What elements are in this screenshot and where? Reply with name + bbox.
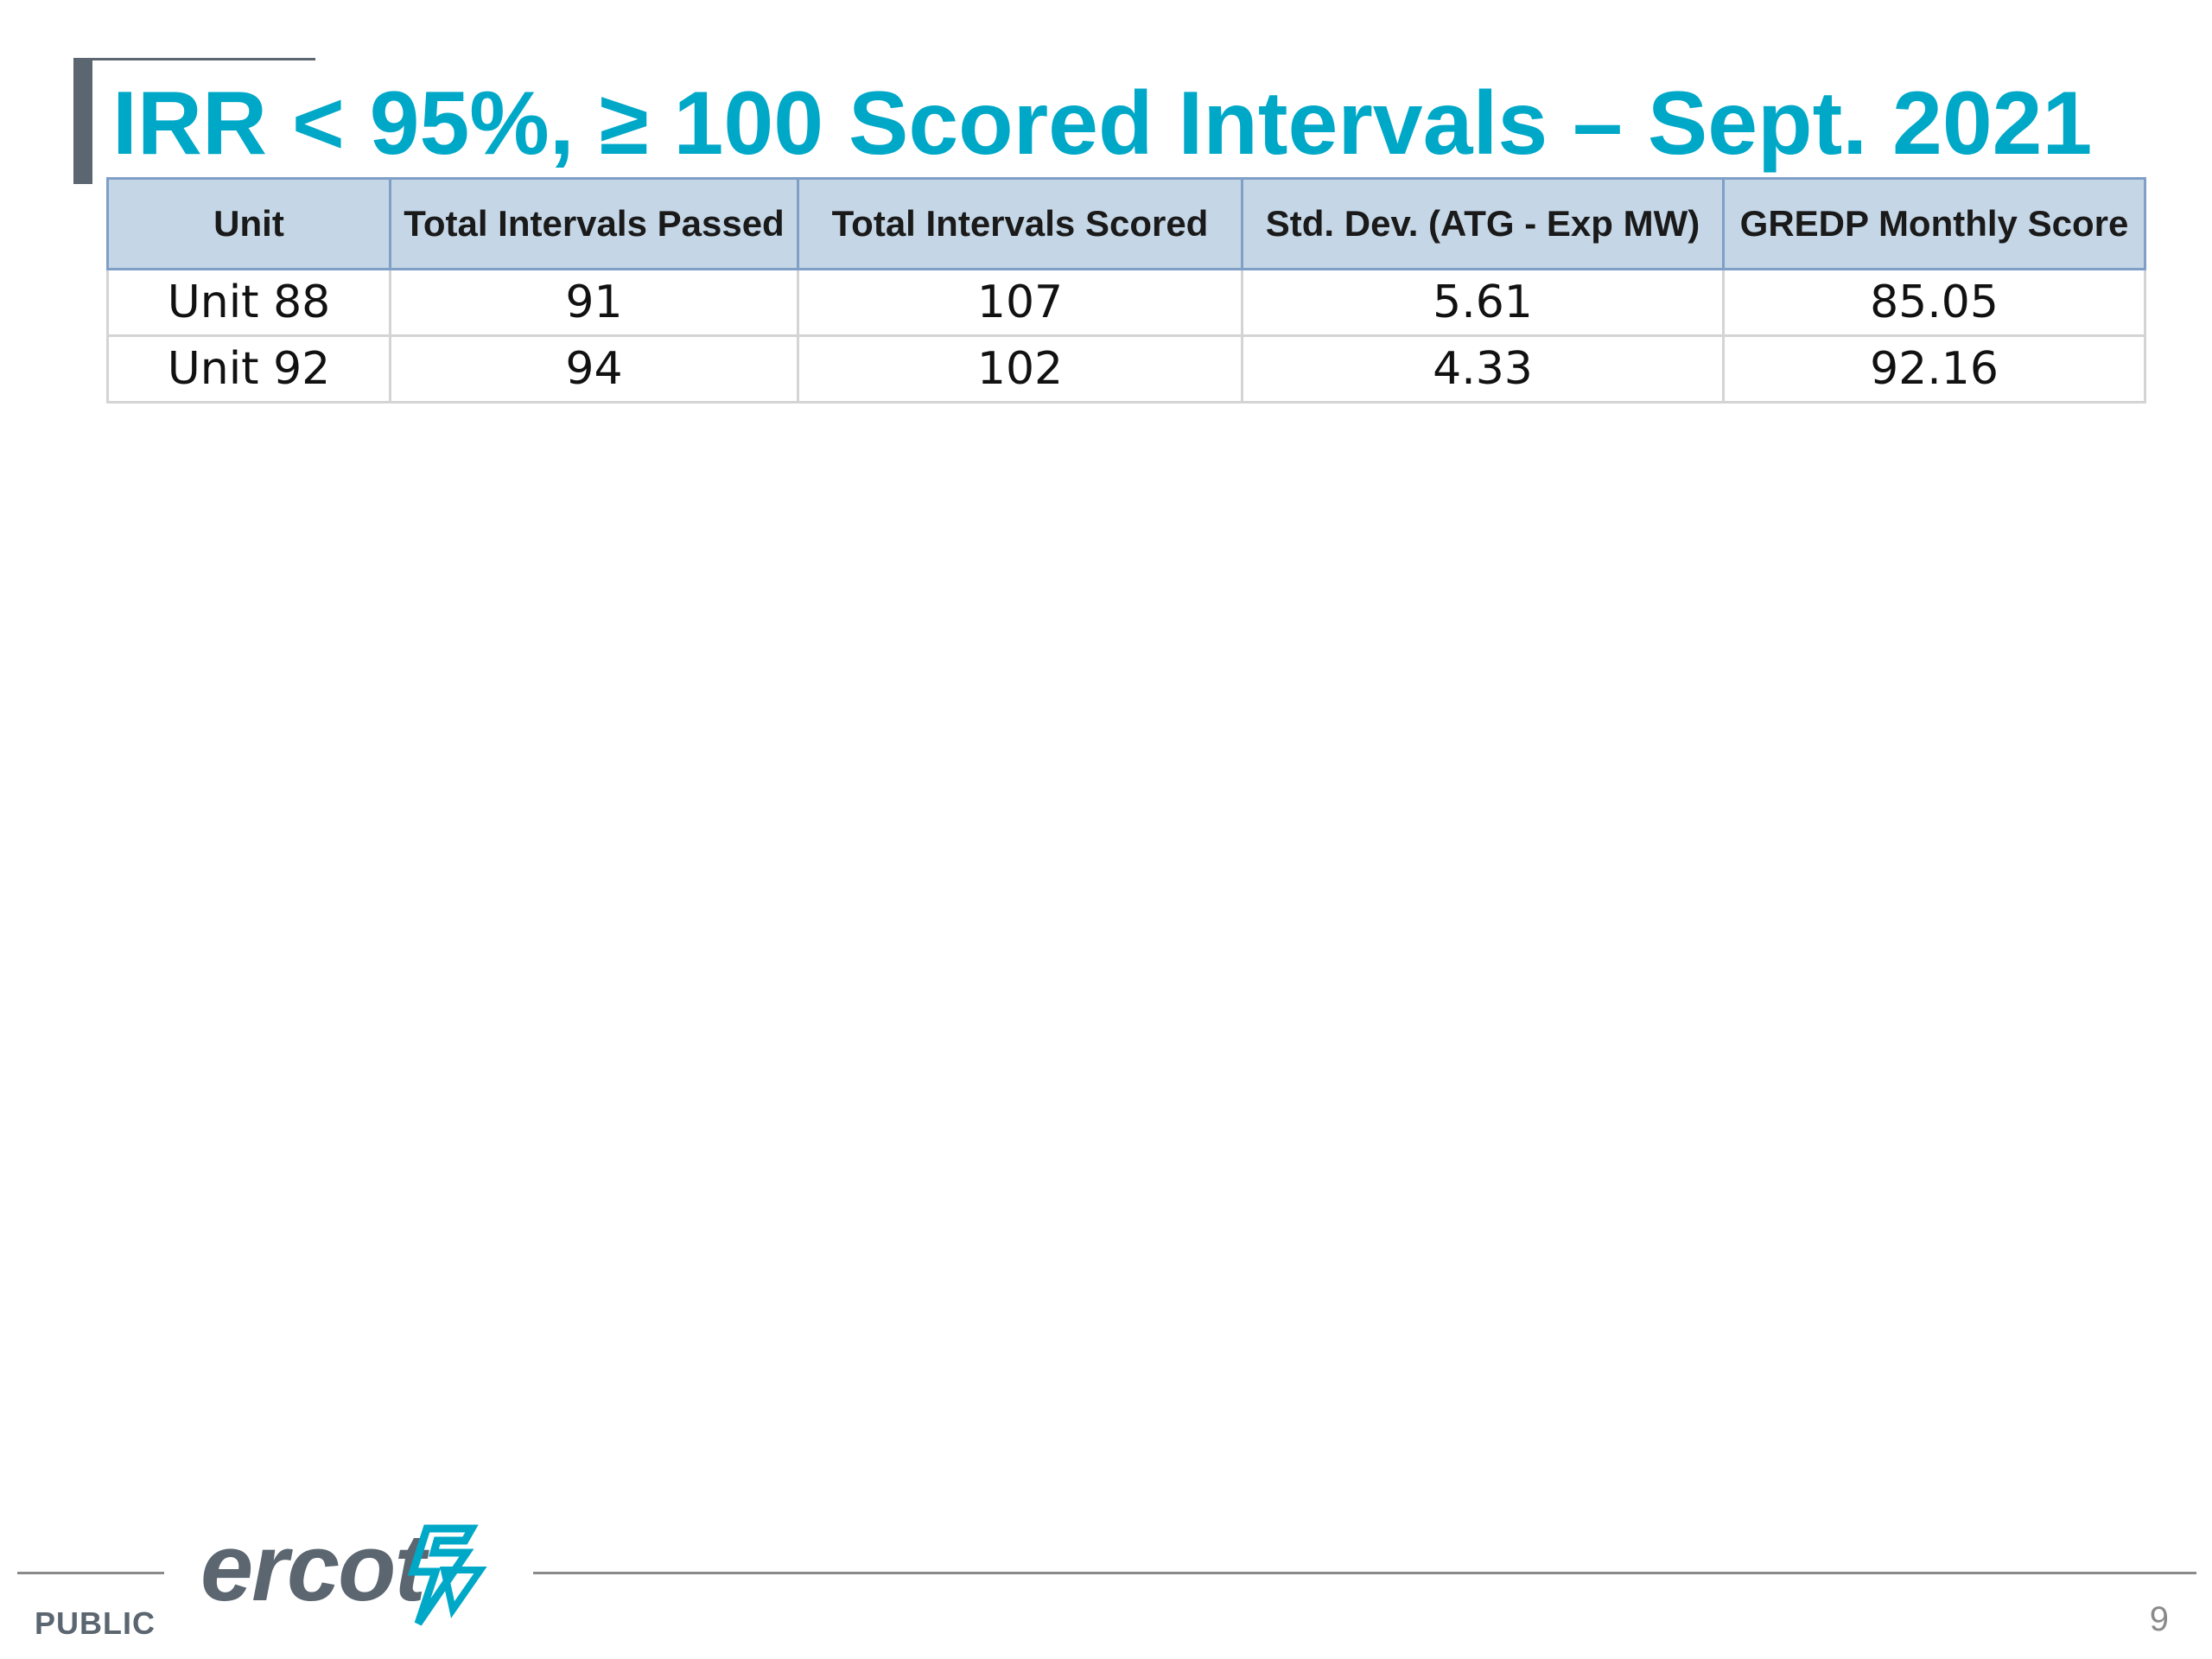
cell-std-dev: 4.33 xyxy=(1241,334,1725,404)
slide-title: IRR < 95%, ≥ 100 Scored Intervals – Sept… xyxy=(112,73,2093,174)
table-row: Unit 88 91 107 5.61 85.05 xyxy=(106,268,2146,337)
logo-wordmark: ercot xyxy=(200,1515,426,1621)
cell-gredp-monthly-score: 85.05 xyxy=(1722,268,2146,337)
table-header-row: Unit Total Intervals Passed Total Interv… xyxy=(106,177,2146,270)
ercot-logo: ercot xyxy=(200,1516,494,1633)
header-std-dev: Std. Dev. (ATG - Exp MW) xyxy=(1241,177,1725,270)
lightning-bolt-icon xyxy=(407,1524,487,1626)
footer-divider-right xyxy=(533,1572,2196,1574)
footer-divider-left xyxy=(17,1572,164,1574)
title-accent-horizontal xyxy=(73,58,315,60)
title-accent-vertical xyxy=(73,58,92,184)
header-total-intervals-scored: Total Intervals Scored xyxy=(797,177,1243,270)
cell-total-intervals-passed: 94 xyxy=(389,334,799,404)
header-total-intervals-passed: Total Intervals Passed xyxy=(389,177,799,270)
cell-total-intervals-scored: 107 xyxy=(797,268,1243,337)
cell-total-intervals-scored: 102 xyxy=(797,334,1243,404)
page-number: 9 xyxy=(2149,1600,2169,1638)
cell-total-intervals-passed: 91 xyxy=(389,268,799,337)
results-table: Unit Total Intervals Passed Total Interv… xyxy=(106,177,2146,404)
classification-label: PUBLIC xyxy=(35,1605,156,1641)
cell-gredp-monthly-score: 92.16 xyxy=(1722,334,2146,404)
cell-unit: Unit 92 xyxy=(106,334,391,404)
header-unit: Unit xyxy=(106,177,391,270)
table-row: Unit 92 94 102 4.33 92.16 xyxy=(106,334,2146,404)
header-gredp-monthly-score: GREDP Monthly Score xyxy=(1722,177,2146,270)
cell-std-dev: 5.61 xyxy=(1241,268,1725,337)
cell-unit: Unit 88 xyxy=(106,268,391,337)
